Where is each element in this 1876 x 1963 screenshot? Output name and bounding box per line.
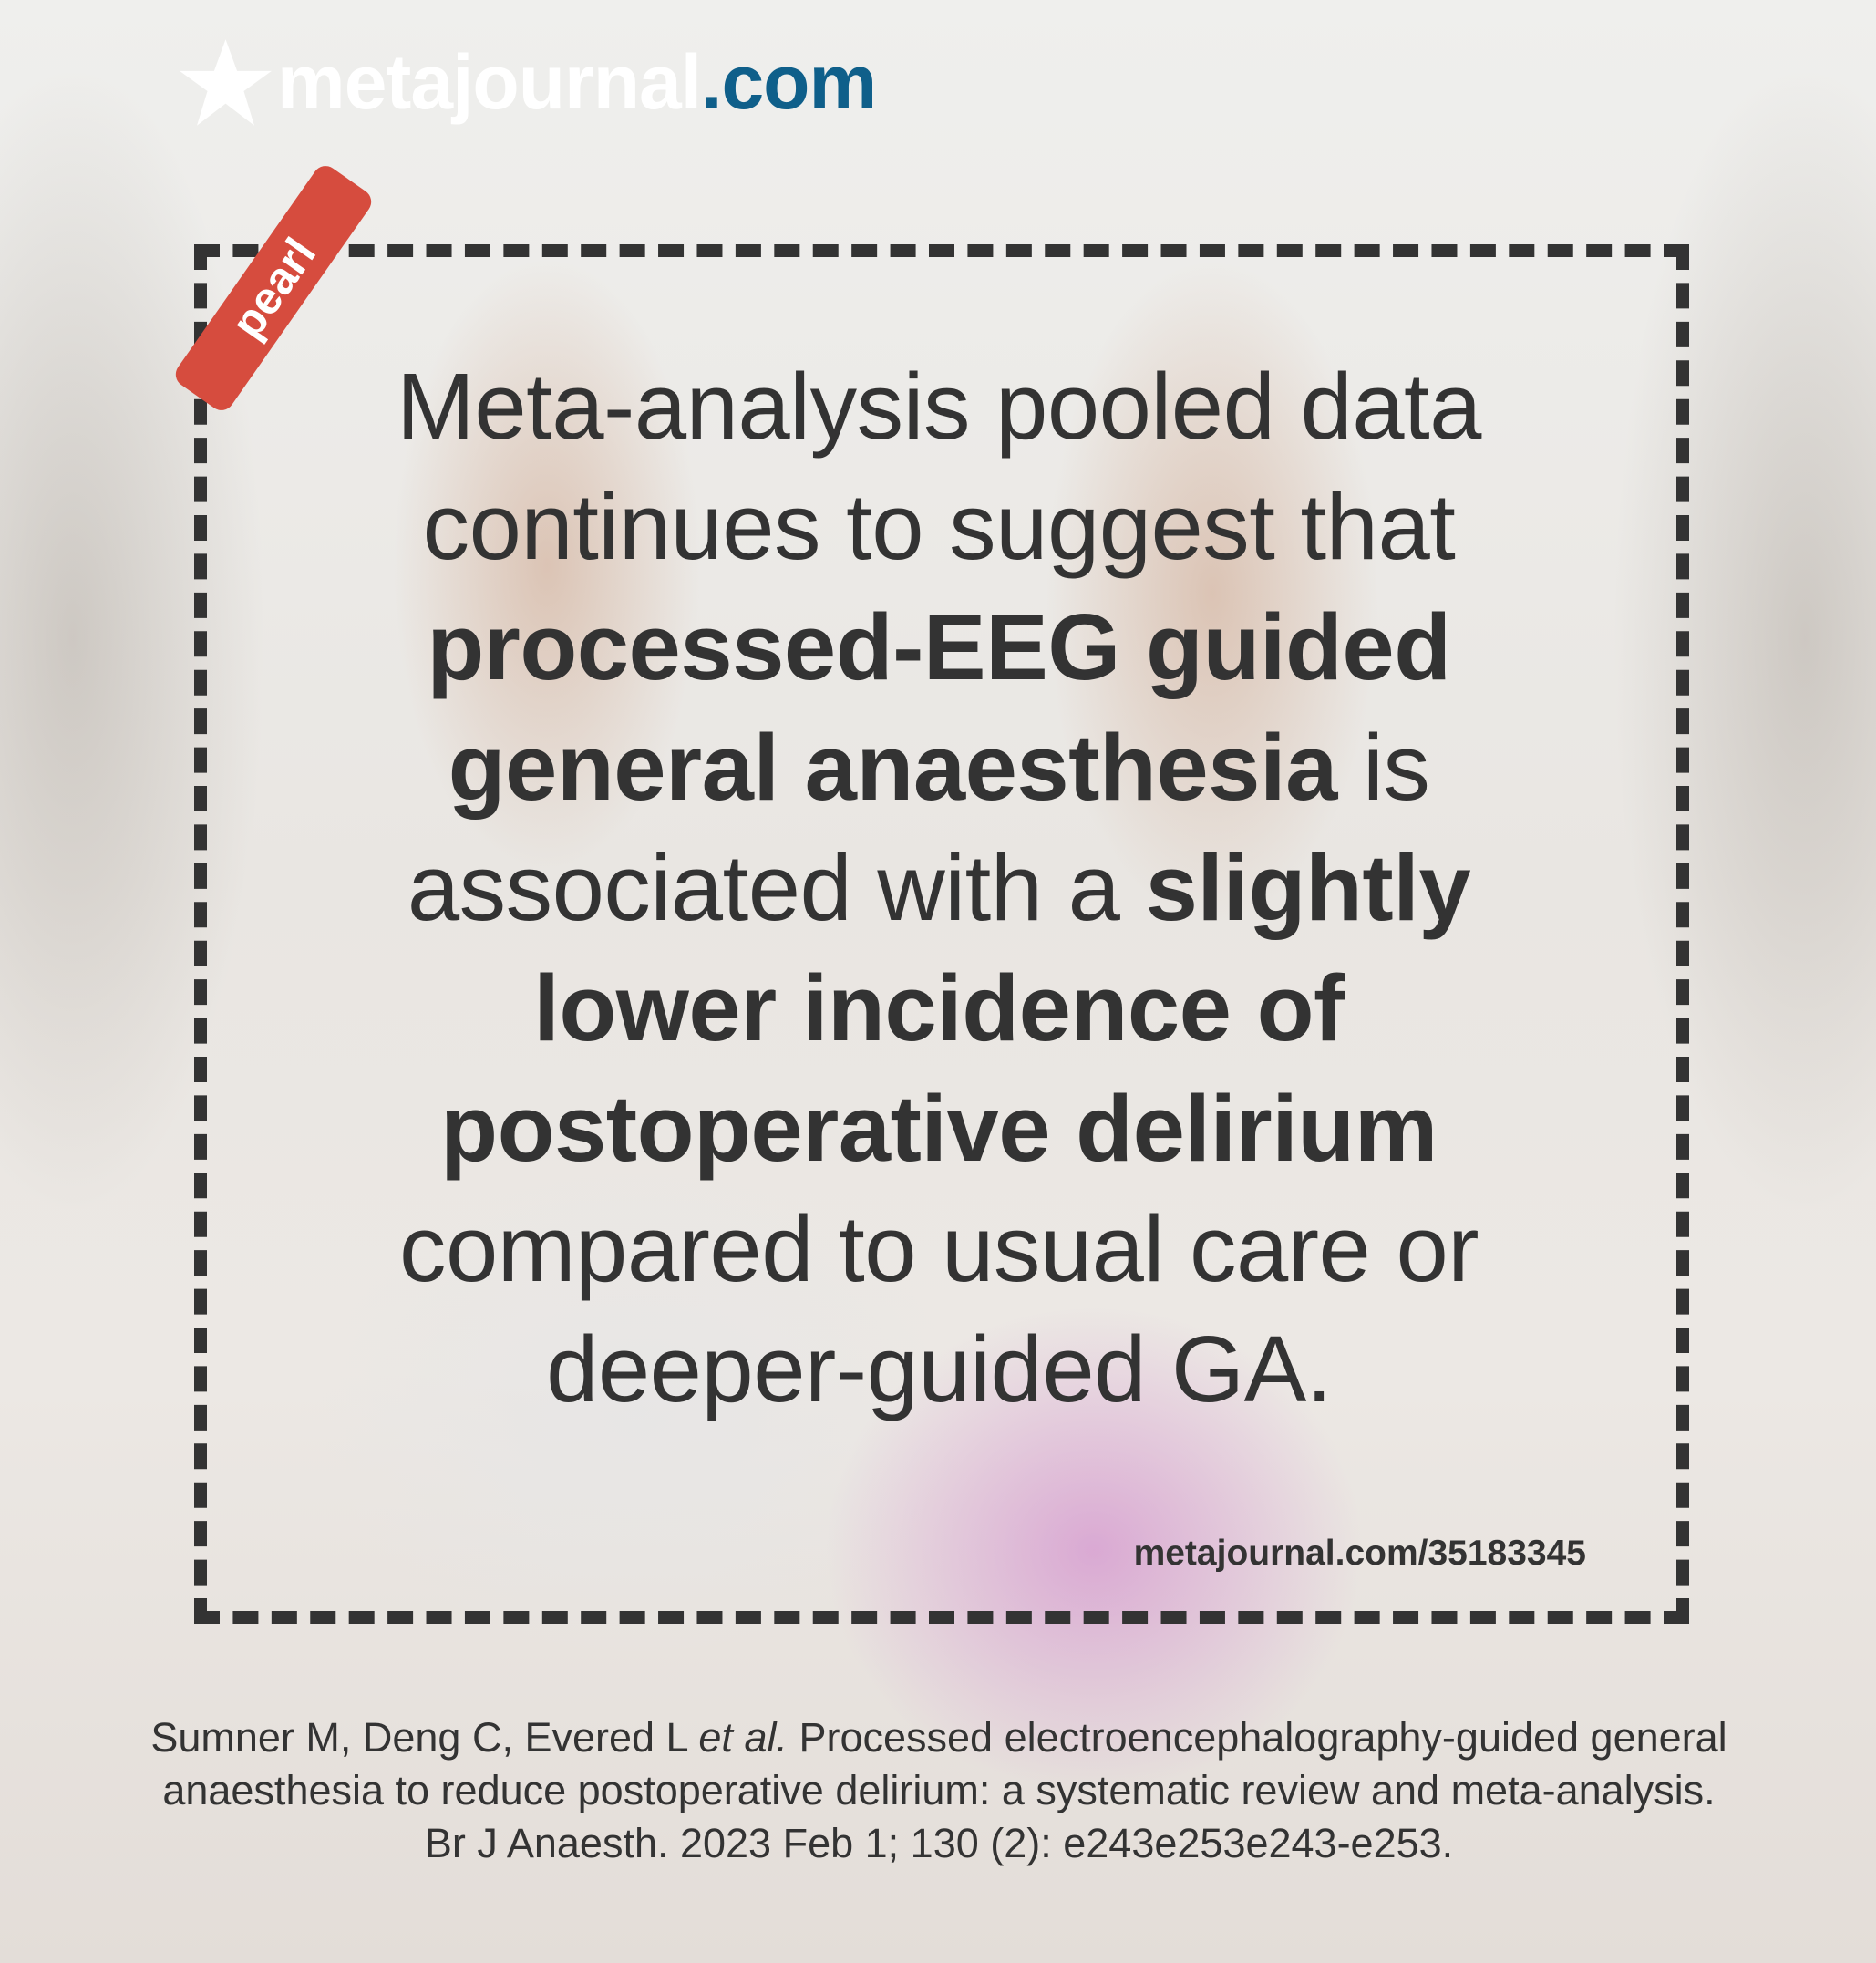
dashed-quote-frame	[194, 244, 1689, 1624]
citation-authors: Sumner M, Deng C, Evered L	[150, 1714, 699, 1761]
quote-text: is associated with a	[407, 715, 1430, 940]
logo-name: metajournal	[277, 38, 702, 125]
pearl-quote: Meta-analysis pooled data continues to s…	[301, 346, 1577, 1430]
citation-details: Processed electroencephalography-guided …	[162, 1714, 1727, 1866]
star-icon	[180, 38, 272, 126]
quote-emphasis: slightly lower incidence of postoperativ…	[440, 835, 1471, 1181]
quote-emphasis: processed-EEG guided general anaesthesia	[427, 594, 1451, 820]
citation: Sumner M, Deng C, Evered L et al. Proces…	[146, 1711, 1732, 1870]
quote-text: Meta-analysis pooled data continues to s…	[397, 354, 1481, 579]
citation-etal: et al.	[698, 1714, 788, 1761]
article-link[interactable]: metajournal.com/35183345	[1133, 1534, 1586, 1573]
quote-text: compared to usual care or deeper-guided …	[398, 1196, 1479, 1421]
logo-tld: .com	[701, 38, 877, 125]
metajournal-logo[interactable]: metajournal .com	[178, 36, 877, 128]
